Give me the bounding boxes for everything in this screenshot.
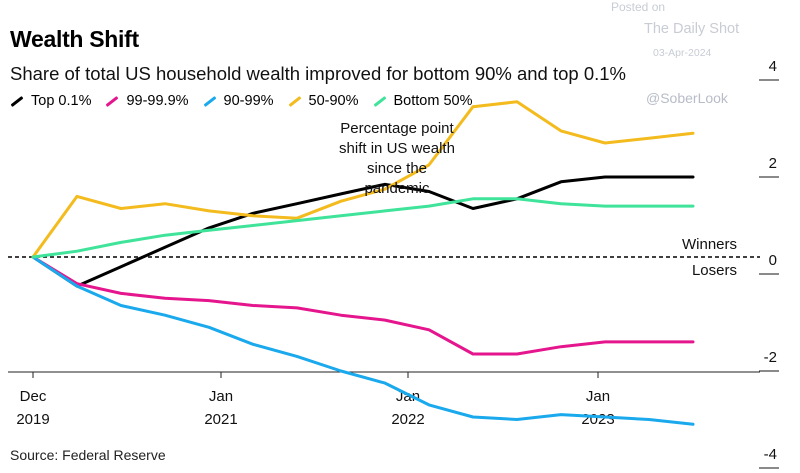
x-tick-label-month: Dec bbox=[20, 388, 47, 405]
series-line-50-90- bbox=[31, 100, 695, 259]
legend-label: Top 0.1% bbox=[31, 93, 92, 109]
legend-item: 99-99.9% bbox=[105, 93, 189, 109]
x-tick-label-year: 2022 bbox=[391, 411, 424, 428]
winners-label: Winners bbox=[682, 236, 737, 253]
watermark-posted: Posted on bbox=[611, 0, 666, 14]
x-tick-label-year: 2023 bbox=[581, 411, 614, 428]
annotation-line: pandemic bbox=[364, 180, 430, 197]
watermark-handle: @SoberLook bbox=[646, 90, 728, 106]
annotation-line: shift in US wealth bbox=[339, 140, 455, 157]
y-tick-label: 4 bbox=[769, 58, 777, 75]
annotation-line: since the bbox=[367, 160, 427, 177]
chart-legend: Top 0.1% 99-99.9% 90-99% 50-90% Bottom 50% bbox=[10, 93, 487, 109]
series-line-bottom-50- bbox=[31, 197, 695, 259]
watermark-date: 03-Apr-2024 bbox=[653, 47, 712, 59]
legend-label: 50-90% bbox=[308, 93, 359, 109]
y-tick-label: 0 bbox=[769, 252, 777, 269]
legend-item: 90-99% bbox=[203, 93, 274, 109]
x-tick-label-month: Jan bbox=[586, 388, 610, 405]
legend-label: 90-99% bbox=[223, 93, 274, 109]
chart-subtitle: Share of total US household wealth impro… bbox=[10, 63, 627, 84]
annotation-line: Percentage point bbox=[340, 120, 454, 137]
y-tick-label: -4 bbox=[764, 446, 777, 463]
x-tick-label-year: 2021 bbox=[204, 411, 237, 428]
chart-source: Source: Federal Reserve bbox=[10, 447, 166, 463]
series-line-90-99- bbox=[31, 255, 695, 426]
legend-label: Bottom 50% bbox=[393, 93, 473, 109]
series-line-99-99-9- bbox=[31, 255, 695, 356]
legend-item: Top 0.1% bbox=[10, 93, 91, 109]
x-tick-label-month: Jan bbox=[209, 388, 233, 405]
series-line-top-0-1- bbox=[31, 175, 695, 288]
chart-title: Wealth Shift bbox=[10, 26, 139, 52]
legend-label: 99-99.9% bbox=[126, 93, 189, 109]
legend-item: Bottom 50% bbox=[373, 93, 473, 109]
x-tick-label-year: 2019 bbox=[16, 411, 49, 428]
y-tick-label: -2 bbox=[764, 349, 777, 366]
y-tick-label: 2 bbox=[769, 155, 777, 172]
losers-label: Losers bbox=[692, 262, 737, 279]
legend-item: 50-90% bbox=[288, 93, 359, 109]
watermark-site: The Daily Shot bbox=[644, 21, 740, 37]
